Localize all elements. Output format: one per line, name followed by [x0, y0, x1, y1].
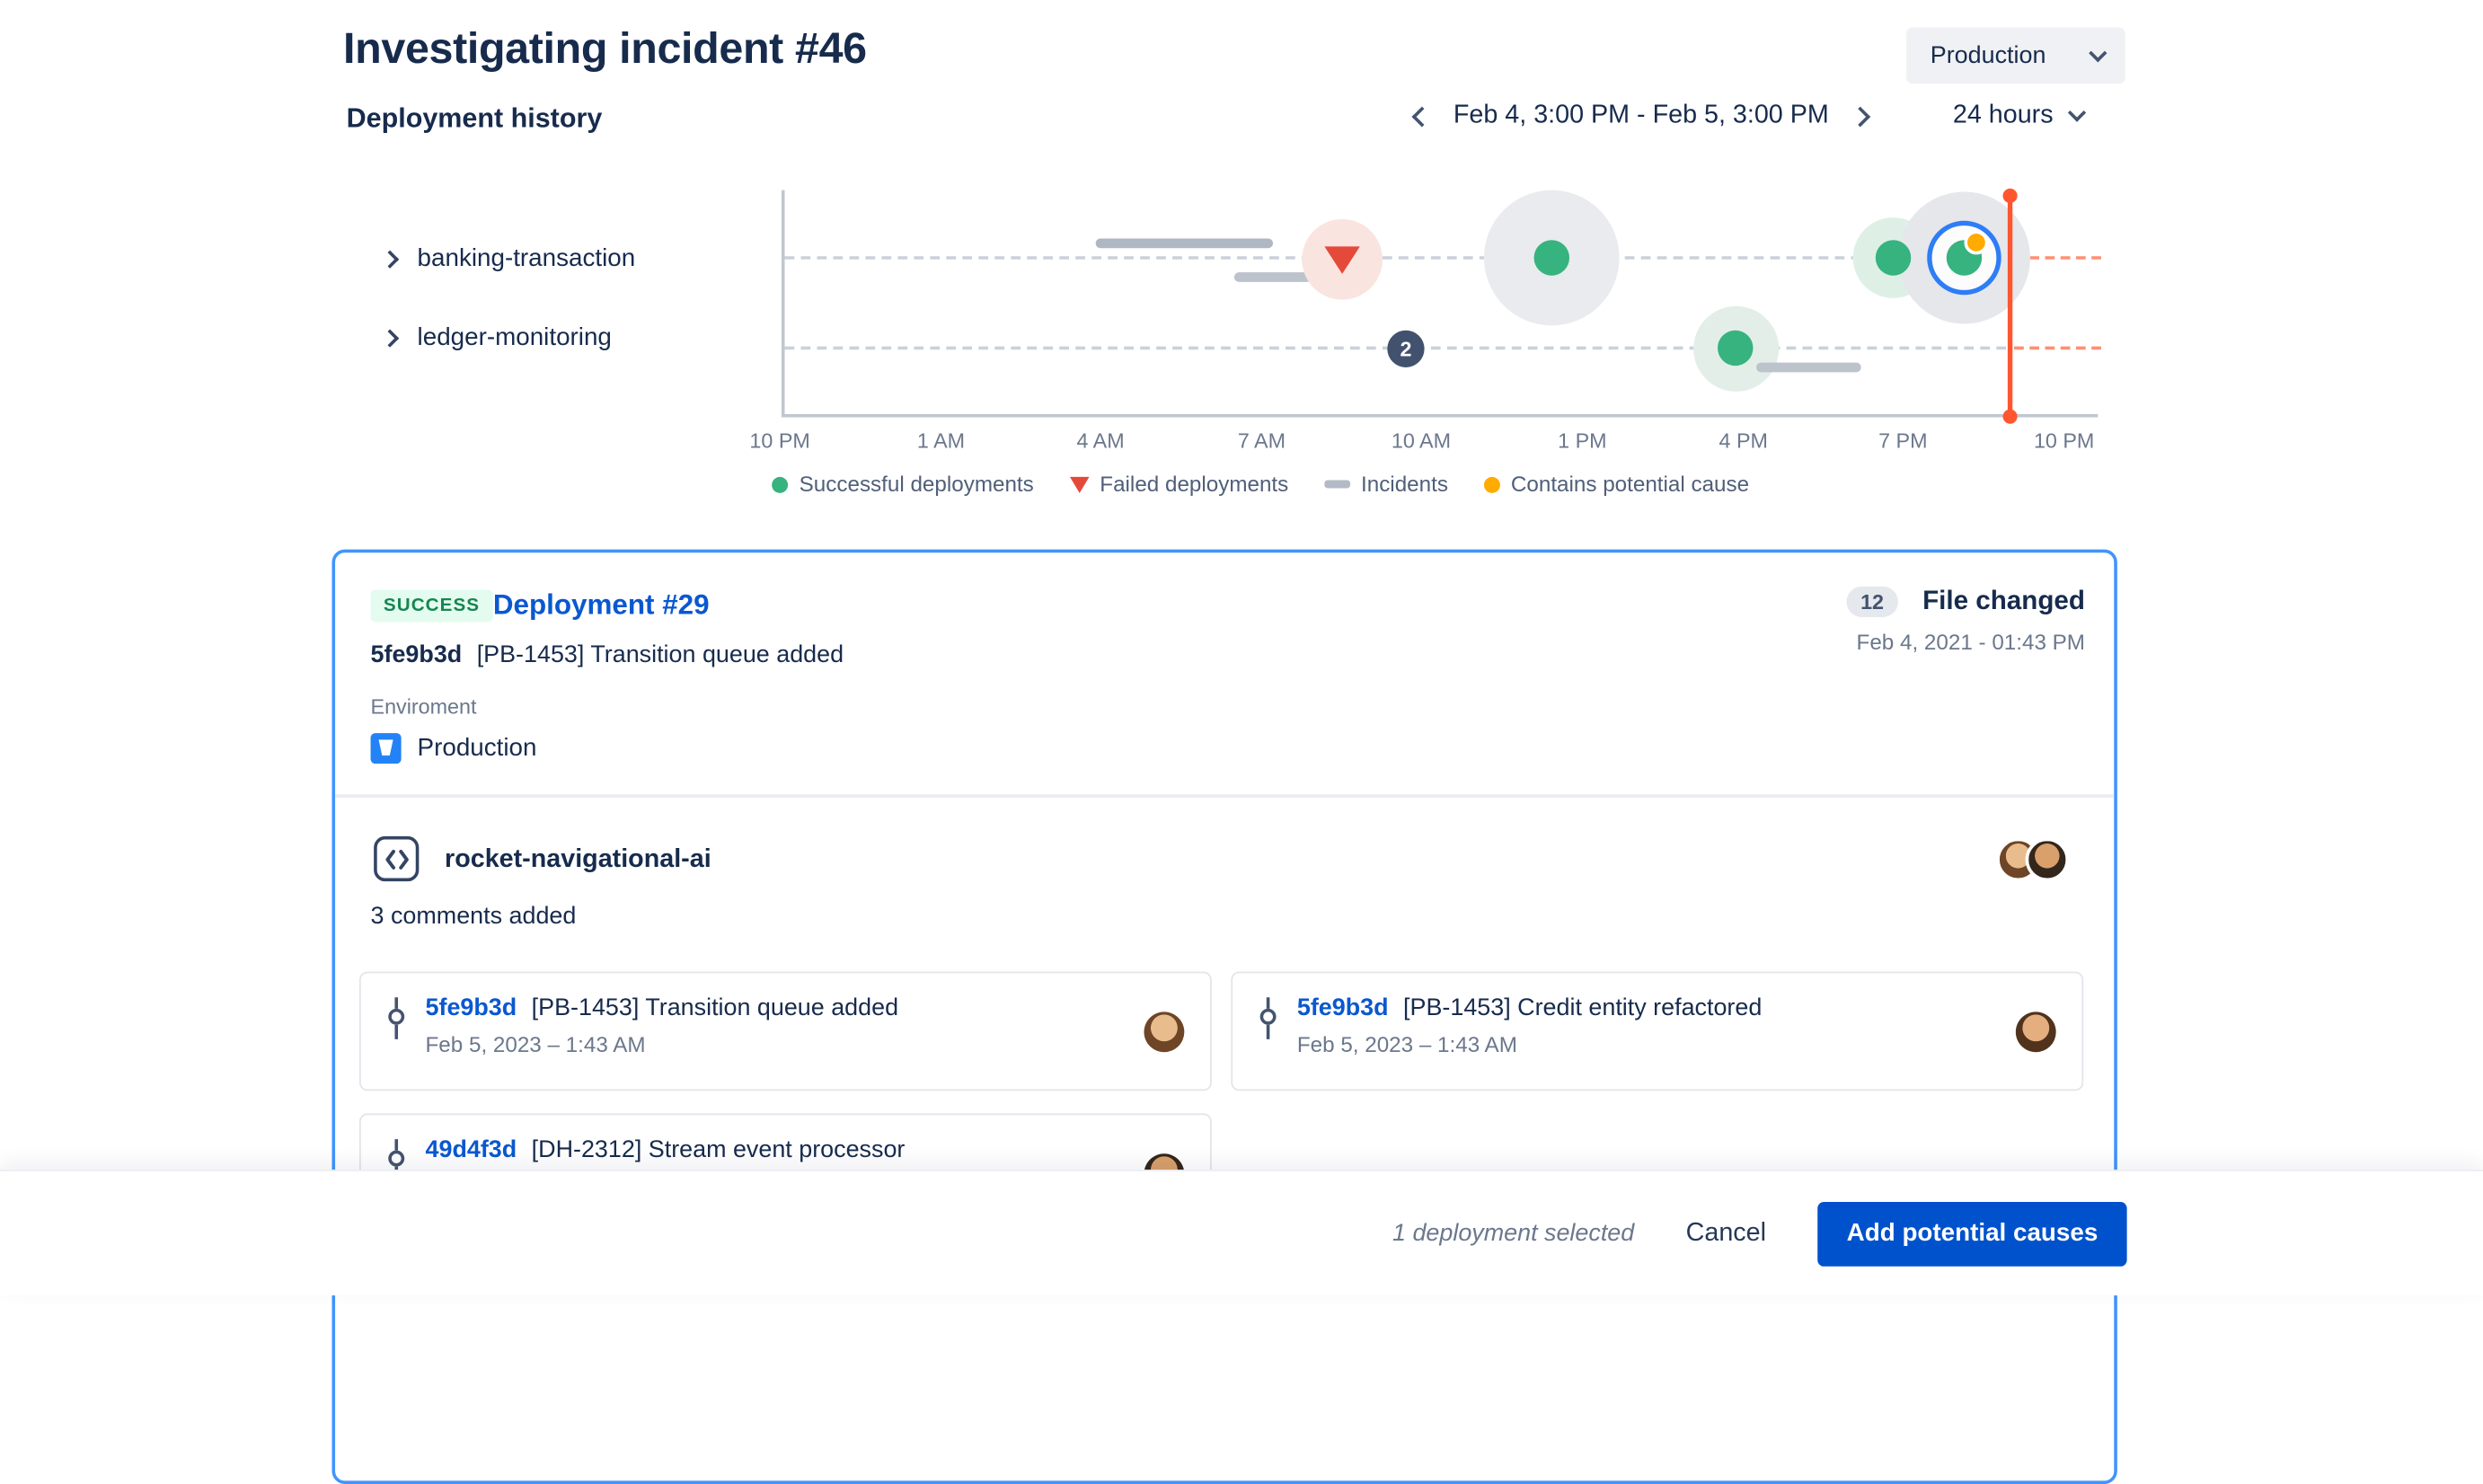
- files-changed-row: 12 File changed: [1845, 586, 2085, 617]
- incident-bar[interactable]: [1233, 272, 1327, 282]
- selected-time-marker-dot: [2002, 409, 2018, 424]
- incident-bar-icon: [1323, 480, 1350, 489]
- series-toggle-ledger-monitoring[interactable]: ledger-monitoring: [380, 323, 612, 353]
- commit-message: [PB-1453] Transition queue added: [531, 994, 899, 1022]
- selected-time-marker-dot: [2002, 188, 2018, 203]
- legend-item-failed: Failed deployments: [1069, 472, 1289, 497]
- x-tick: 7 AM: [1237, 428, 1286, 454]
- commit-text: 5fe9b3d [PB-1453] Transition queue added…: [426, 994, 1125, 1057]
- environment-selector-label: Production: [1930, 41, 2046, 70]
- commit-message: [DH-2312] Stream event processor: [531, 1135, 906, 1164]
- repository-code-icon: [374, 835, 420, 882]
- status-badge: SUCCESS: [370, 589, 493, 623]
- incident-bar[interactable]: [1095, 238, 1273, 249]
- deployment-title-link[interactable]: Deployment #29: [492, 587, 710, 621]
- bitbucket-icon: [370, 733, 402, 764]
- commit-hash-link[interactable]: 5fe9b3d: [1296, 994, 1389, 1022]
- commit-card[interactable]: 5fe9b3d [PB-1453] Transition queue added…: [358, 971, 1212, 1091]
- git-commit-icon: [1259, 997, 1277, 1039]
- legend-item-successful: Successful deployments: [772, 472, 1034, 497]
- time-window-selector[interactable]: 24 hours: [1952, 101, 2087, 130]
- series-label: banking-transaction: [417, 244, 636, 273]
- avatar: [1144, 1011, 1185, 1052]
- series-label: ledger-monitoring: [417, 323, 612, 352]
- deployment-commit-line: 5fe9b3d [PB-1453] Transition queue added: [371, 641, 844, 668]
- environment-value: Production: [417, 734, 537, 762]
- successful-deployment-dot[interactable]: [1533, 240, 1570, 276]
- incident-bar[interactable]: [1756, 362, 1861, 373]
- environment-label: Enviroment: [370, 694, 477, 719]
- legend-item-potential-cause: Contains potential cause: [1483, 472, 1750, 497]
- failed-triangle-icon: [1069, 476, 1089, 492]
- series-row-line: [784, 256, 2007, 260]
- page-title: Investigating incident #46: [343, 23, 867, 73]
- section-title-deployment-history: Deployment history: [346, 102, 603, 134]
- legend-label: Failed deployments: [1100, 472, 1289, 497]
- repository-name: rocket-navigational-ai: [445, 845, 711, 874]
- commit-hash-link[interactable]: 5fe9b3d: [425, 994, 517, 1022]
- commit-text: 5fe9b3d [PB-1453] Credit entity refactor…: [1297, 994, 1996, 1057]
- date-range-label: Feb 4, 3:00 PM - Feb 5, 3:00 PM: [1453, 101, 1829, 129]
- chevron-down-icon: [2089, 43, 2107, 62]
- incident-investigation-page: Investigating incident #46 Production De…: [0, 0, 2483, 1295]
- success-dot-icon: [772, 476, 789, 492]
- cause-dot-icon: [1483, 476, 1500, 492]
- git-commit-icon: [388, 997, 405, 1039]
- action-footer: 1 deployment selected Cancel Add potenti…: [0, 1170, 2483, 1296]
- commit-text: 49d4f3d [DH-2312] Stream event processor: [426, 1136, 1125, 1175]
- legend-label: Contains potential cause: [1510, 472, 1750, 497]
- x-tick: 1 AM: [916, 428, 966, 454]
- chart-legend: Successful deployments Failed deployment…: [772, 472, 1750, 497]
- commit-hash: 5fe9b3d: [370, 640, 463, 669]
- x-tick: 10 PM: [749, 428, 810, 454]
- series-row-line-highlighted: [2014, 256, 2101, 260]
- commit-message: [PB-1453] Transition queue added: [476, 640, 844, 669]
- comments-summary: 3 comments added: [370, 902, 577, 930]
- deployment-card: SUCCESS Deployment #29 12 File changed F…: [331, 549, 2117, 1484]
- add-potential-causes-button[interactable]: Add potential causes: [1817, 1201, 2127, 1266]
- deployment-timestamp: Feb 4, 2021 - 01:43 PM: [1856, 630, 2085, 655]
- commit-date: Feb 5, 2023 – 1:43 AM: [1296, 1032, 1517, 1057]
- environment-row: Production: [370, 733, 537, 764]
- files-changed-label: File changed: [1922, 586, 2085, 616]
- selected-time-marker-line: [2007, 195, 2013, 416]
- commit-date: Feb 5, 2023 – 1:43 AM: [425, 1032, 646, 1057]
- x-tick: 7 PM: [1878, 428, 1928, 454]
- chart-x-axis: [781, 413, 2099, 418]
- chevron-down-icon: [2068, 103, 2087, 122]
- potential-cause-dot: [1964, 230, 1989, 255]
- x-tick: 4 PM: [1719, 428, 1768, 454]
- files-count-badge: 12: [1845, 586, 1899, 617]
- chevron-left-icon[interactable]: [1411, 105, 1433, 127]
- x-tick: 10 PM: [2033, 428, 2095, 454]
- x-tick: 1 PM: [1558, 428, 1607, 454]
- commit-message: [PB-1453] Credit entity refactored: [1403, 994, 1763, 1022]
- x-tick: 10 AM: [1391, 428, 1452, 454]
- selection-summary: 1 deployment selected: [1392, 1219, 1635, 1248]
- date-range-nav: Feb 4, 3:00 PM - Feb 5, 3:00 PM: [1411, 101, 1871, 130]
- legend-label: Successful deployments: [799, 472, 1034, 497]
- chevron-right-icon: [380, 250, 400, 269]
- avatar: [2015, 1011, 2056, 1052]
- series-toggle-banking-transaction[interactable]: banking-transaction: [380, 244, 636, 274]
- successful-deployment-dot[interactable]: [1875, 240, 1912, 276]
- chevron-right-icon: [380, 329, 400, 348]
- failed-deployment-marker[interactable]: [1324, 246, 1360, 274]
- legend-label: Incidents: [1361, 472, 1448, 497]
- successful-deployment-dot[interactable]: [1718, 330, 1754, 367]
- x-tick: 4 AM: [1076, 428, 1125, 454]
- chevron-right-icon[interactable]: [1850, 105, 1871, 127]
- card-divider: [335, 794, 2115, 798]
- commit-hash-link[interactable]: 49d4f3d: [425, 1135, 517, 1164]
- time-window-label: 24 hours: [1952, 101, 2054, 129]
- cancel-button[interactable]: Cancel: [1685, 1218, 1766, 1247]
- series-row-line-highlighted: [2014, 346, 2101, 350]
- commit-card[interactable]: 5fe9b3d [PB-1453] Credit entity refactor…: [1231, 971, 2084, 1091]
- grouped-incidents-badge[interactable]: 2: [1387, 330, 1425, 367]
- legend-item-incidents: Incidents: [1323, 472, 1448, 497]
- chart-y-axis: [781, 190, 785, 416]
- avatar: [2025, 837, 2070, 882]
- environment-selector[interactable]: Production: [1905, 27, 2125, 84]
- contributor-avatars: [1996, 837, 2070, 882]
